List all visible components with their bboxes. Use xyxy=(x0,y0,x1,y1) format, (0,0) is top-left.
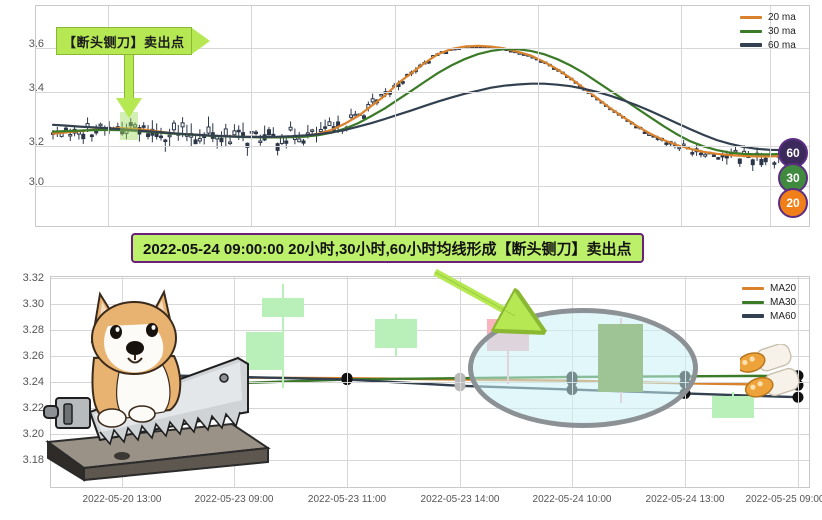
bottom-y-tick-3: 3.26 xyxy=(22,350,44,362)
legend-label-ma60: MA60 xyxy=(770,310,797,322)
sell-point-callout: 【断头铡刀】卖出点 xyxy=(56,27,210,55)
legend-item-ma20: 20 ma xyxy=(740,10,796,24)
bottom-x-tick-1: 2022-05-23 09:00 xyxy=(194,494,274,505)
top-y-tick-1: 3.4 xyxy=(28,82,44,94)
legend-label-ma20: 20 ma xyxy=(768,11,796,23)
legend-item-ma60: MA60 xyxy=(742,309,796,323)
ma-line-20-ma xyxy=(51,44,785,158)
gridline xyxy=(50,434,810,435)
bottom-y-tick-7: 3.18 xyxy=(22,454,44,466)
callout-arrow-tip xyxy=(191,28,210,54)
gridline xyxy=(50,382,810,383)
gridline xyxy=(35,146,810,147)
bottom-y-tick-1: 3.30 xyxy=(22,298,44,310)
corgi-saw-illustration xyxy=(43,289,271,482)
paw-marker-decoration xyxy=(740,344,800,398)
bottom-x-tick-6: 2022-05-25 09:00 xyxy=(745,494,822,505)
legend-label-ma30: MA30 xyxy=(770,296,797,308)
top-y-tick-3: 3.0 xyxy=(28,176,44,188)
bottom-y-tick-4: 3.24 xyxy=(22,376,44,388)
candle-body xyxy=(375,319,417,348)
gridline xyxy=(35,186,810,187)
bottom-y-tick-2: 3.28 xyxy=(22,324,44,336)
ma-line-30-ma xyxy=(51,48,785,156)
legend-swatch-ma20 xyxy=(740,15,762,19)
top-plot-area xyxy=(35,5,810,227)
bottom-y-tick-5: 3.22 xyxy=(22,402,44,414)
bottom-x-tick-0: 2022-05-20 13:00 xyxy=(82,494,162,505)
sell-point-callout-label: 【断头铡刀】卖出点 xyxy=(56,27,192,55)
bottom-x-tick-2: 2022-05-23 11:00 xyxy=(307,494,387,505)
bottom-x-tick-5: 2022-05-24 13:00 xyxy=(645,494,725,505)
gridline xyxy=(538,5,539,227)
gridline xyxy=(50,460,810,461)
sell-signal-banner: 2022-05-24 09:00:00 20小时,30小时,60小时均线形成【断… xyxy=(131,233,644,263)
bottom-chart-legend: MA20 MA30 MA60 xyxy=(742,281,796,323)
legend-item-ma30: 30 ma xyxy=(740,24,796,38)
legend-swatch-ma60 xyxy=(740,43,762,47)
legend-item-ma30: MA30 xyxy=(742,295,796,309)
ma20-badge[interactable]: 20 xyxy=(778,188,808,218)
legend-label-ma30: 30 ma xyxy=(768,25,796,37)
banner-to-ellipse-arrow xyxy=(433,268,565,348)
legend-swatch-ma60 xyxy=(742,314,764,318)
sell-point-highlight-band xyxy=(120,112,138,140)
top-chart-legend: 20 ma 30 ma 60 ma xyxy=(740,10,796,52)
gridline xyxy=(681,5,682,227)
saw-table xyxy=(45,422,271,482)
legend-item-ma20: MA20 xyxy=(742,281,796,295)
bottom-y-tick-0: 3.32 xyxy=(22,272,44,284)
gridline xyxy=(50,356,810,357)
gridline xyxy=(460,276,461,488)
gridline xyxy=(35,48,810,49)
top-y-tick-0: 3.6 xyxy=(28,38,44,50)
candle-body xyxy=(262,298,304,317)
gridline xyxy=(50,330,810,331)
legend-swatch-ma30 xyxy=(740,29,762,33)
gridline xyxy=(108,5,109,227)
gridline xyxy=(50,304,810,305)
legend-label-ma60: 60 ma xyxy=(768,39,796,51)
gridline xyxy=(50,278,810,279)
candle-body xyxy=(712,396,754,418)
bottom-x-tick-4: 2022-05-24 10:00 xyxy=(532,494,612,505)
sell-point-arrow-shaft xyxy=(124,50,134,102)
gridline xyxy=(50,408,810,409)
corgi-dog xyxy=(90,289,182,428)
legend-label-ma20: MA20 xyxy=(770,282,797,294)
sell-point-arrow-head xyxy=(116,98,142,118)
legend-item-ma60: 60 ma xyxy=(740,38,796,52)
gridline xyxy=(251,5,252,227)
legend-swatch-ma20 xyxy=(742,286,764,290)
top-overview-chart: 3.6 3.4 3.2 3.0 20 ma 30 ma 60 ma xyxy=(0,0,822,232)
bottom-x-tick-3: 2022-05-23 14:00 xyxy=(420,494,500,505)
saw-motor xyxy=(43,397,91,429)
gridline xyxy=(395,5,396,227)
ma-line-60-ma xyxy=(51,82,785,152)
bottom-y-tick-6: 3.20 xyxy=(22,428,44,440)
top-y-tick-2: 3.2 xyxy=(28,136,44,148)
gridline xyxy=(347,276,348,488)
gridline xyxy=(35,92,810,93)
gridline xyxy=(770,5,771,227)
legend-swatch-ma30 xyxy=(742,300,764,304)
